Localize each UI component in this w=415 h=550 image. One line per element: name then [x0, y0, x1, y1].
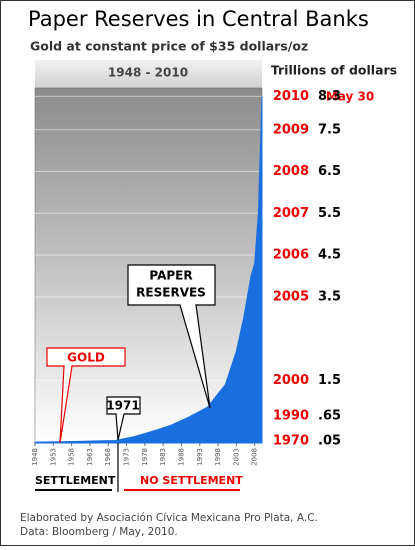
x-tick-label: 2008 [251, 448, 259, 466]
period: 1948 - 2010 [108, 66, 188, 80]
y-tick-year: 2008 [273, 164, 309, 179]
year-label: 1971 [106, 399, 139, 413]
no-settlement: NO SETTLEMENT [140, 474, 243, 487]
year-callout [106, 396, 141, 441]
y-tick-year: 2009 [273, 122, 309, 137]
paper-label: PAPER [149, 269, 192, 283]
x-tick-label: 1998 [214, 448, 222, 466]
plot [34, 95, 263, 444]
footer: Data: Bloomberg / May, 2010. [20, 526, 178, 538]
y-tick-year: 2007 [273, 206, 309, 221]
y-tick-year: 2010 [273, 89, 309, 104]
y-tick-year: 2005 [273, 289, 309, 304]
y-tick-label: 5.5 [318, 206, 341, 221]
x-tick-label: 1958 [68, 448, 76, 466]
paper-label: RESERVES [136, 286, 206, 300]
y-tick-year: 2000 [273, 373, 309, 388]
y-tick-year: 1990 [273, 408, 309, 423]
settlement: SETTLEMENT [35, 474, 116, 487]
chart-title: Paper Reserves in Central Banks [28, 7, 369, 31]
y-tick-label: .05 [318, 433, 341, 448]
x-tick-label: 1953 [49, 448, 57, 466]
y-tick-label: 3.5 [318, 289, 341, 304]
y-tick-label: 1.5 [318, 373, 341, 388]
x-tick-label: 1988 [177, 448, 185, 466]
chart-subtitle: Gold at constant price of $35 dollars/oz [30, 39, 308, 54]
x-tick-label: 1973 [123, 448, 131, 466]
x-tick-label: 1993 [196, 448, 204, 466]
y-tick-label: 7.5 [318, 122, 341, 137]
y-tick-year: 1970 [273, 433, 309, 448]
gold-callout [46, 347, 126, 444]
y-axis-label: Trillions of dollars [271, 63, 397, 78]
paper-callout [127, 264, 216, 409]
y-tick-year: 2006 [273, 248, 309, 263]
footer: Elaborated by Asociación Cívica Mexicana… [20, 512, 318, 524]
y-tick-label: 4.5 [318, 248, 341, 263]
y-tick-label: 6.5 [318, 164, 341, 179]
y-tick-label: 8.3 [318, 89, 341, 104]
header-band [35, 60, 262, 88]
annotations: May 30 PAPER RESERVES GOLD 1971 SETTLEME… [20, 90, 374, 539]
x-tick-label: 1948 [31, 448, 39, 466]
gold-label: GOLD [67, 351, 105, 365]
x-tick-label: 2003 [232, 448, 240, 466]
x-tick-label: 1978 [141, 448, 149, 466]
date-note: May 30 [326, 90, 374, 104]
area [34, 96, 263, 444]
x-tick-label: 1968 [104, 448, 112, 466]
x-tick-label: 1983 [159, 448, 167, 466]
y-tick-label: .65 [318, 408, 341, 423]
x-tick-label: 1963 [86, 448, 94, 466]
